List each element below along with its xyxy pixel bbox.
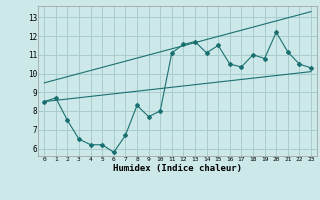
X-axis label: Humidex (Indice chaleur): Humidex (Indice chaleur)	[113, 164, 242, 173]
